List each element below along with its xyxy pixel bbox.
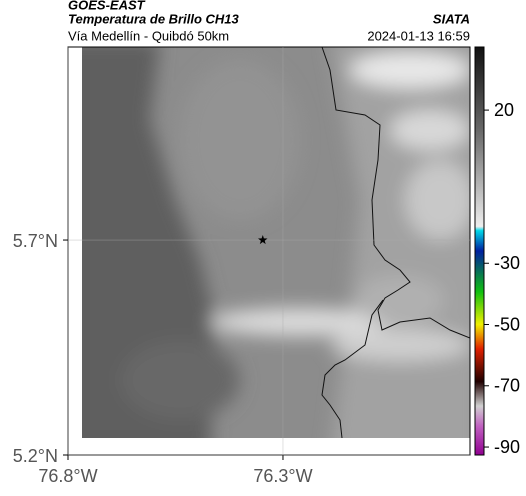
agency: SIATA [433, 11, 470, 26]
colorbar-tick-label: -70 [494, 376, 520, 396]
location-marker [258, 235, 268, 245]
source: GOES-EAST [68, 0, 146, 12]
colorbar-tick-label: -50 [494, 314, 520, 334]
colorbar-tick-label: 20 [494, 100, 514, 120]
colorbar-tick-label: -90 [494, 437, 520, 457]
datetime: 2024-01-13 16:59 [367, 28, 470, 43]
colorbar-tick-label: -30 [494, 253, 520, 273]
satellite-image [82, 47, 470, 438]
title: Temperatura de Brillo CH13 [68, 11, 240, 26]
subtitle: Vía Medellín - Quibdó 50km [68, 28, 229, 43]
x-tick-label: 76.8°W [38, 466, 97, 486]
x-tick-label: 76.3°W [253, 466, 312, 486]
y-tick-label: 5.7°N [13, 231, 58, 251]
colorbar [474, 46, 485, 456]
y-tick-label: 5.2°N [13, 446, 58, 466]
